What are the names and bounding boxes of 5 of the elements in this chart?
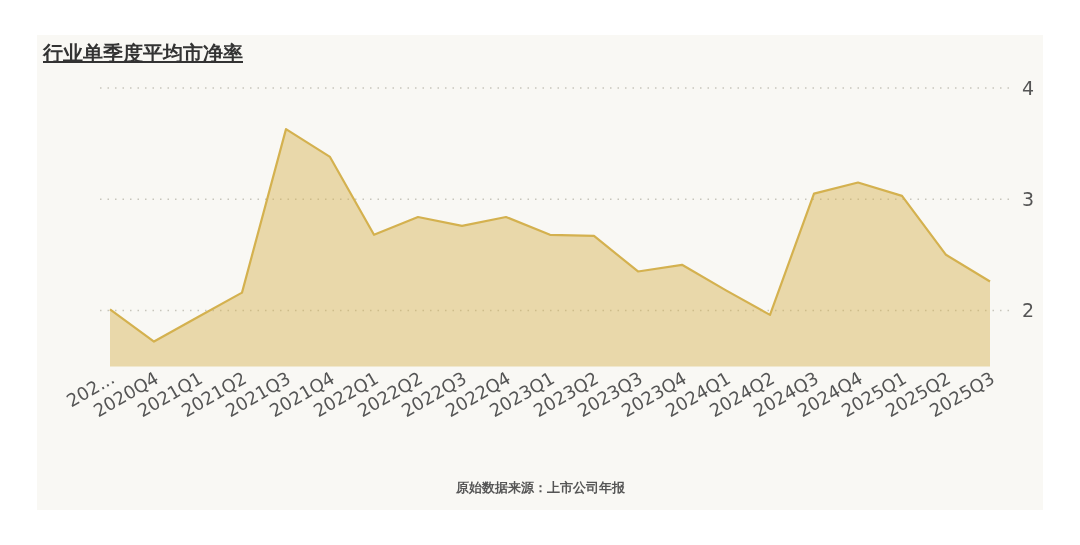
y-tick-label: 3 (1021, 188, 1035, 211)
y-tick-label: 2 (1021, 299, 1035, 322)
text: 原始数据来源：上市公司年报 (454, 480, 626, 495)
y-tick-label: 4 (1021, 77, 1035, 99)
chart-title: 行业单季度平均市净率 (42, 41, 243, 65)
